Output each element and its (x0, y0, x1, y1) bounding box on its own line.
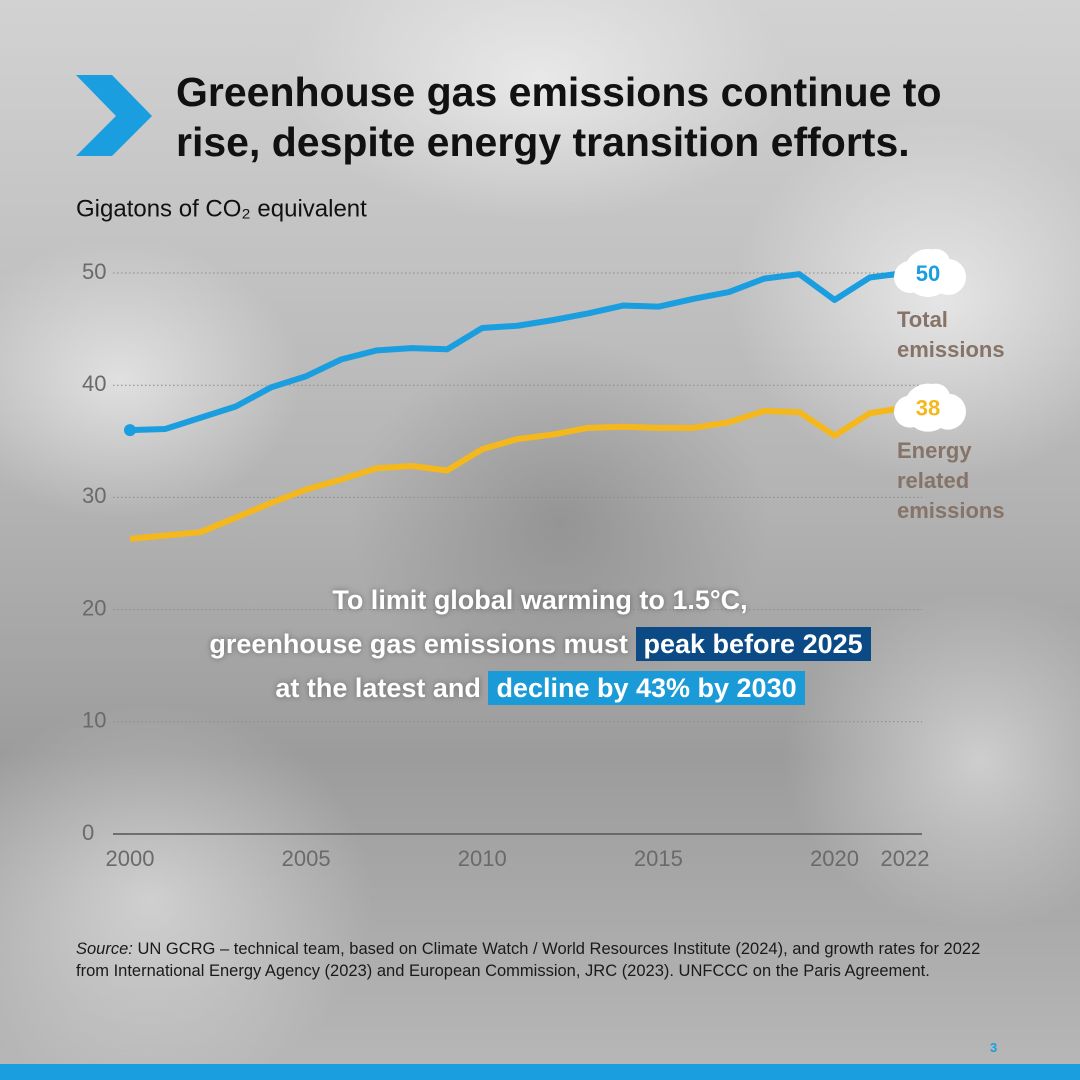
legend-label: Total emissions (897, 307, 1005, 362)
chevron (76, 75, 152, 156)
y-tick-label: 30 (82, 483, 106, 508)
annotation-text: greenhouse gas emissions must (209, 629, 628, 659)
y-tick-label: 20 (82, 595, 106, 620)
bubble-part (922, 383, 950, 412)
y-tick-label: 40 (82, 371, 106, 396)
chart-title-line-1: Greenhouse gas emissions continue to (176, 69, 942, 115)
start-dot (124, 424, 136, 437)
source-label: Source: (76, 940, 133, 958)
bubble-part (894, 261, 926, 293)
series-line (129, 404, 906, 542)
annotation: To limit global warming to 1.5°C, greenh… (140, 578, 940, 710)
annotation-line: greenhouse gas emissions must peak befor… (140, 622, 940, 666)
x-tick-label: 2022 (881, 846, 930, 871)
annotation-highlight: peak before 2025 (635, 627, 871, 661)
y-axis-label: Gigatons of CO₂ equivalent (76, 195, 367, 222)
footer-bar (0, 1064, 1080, 1080)
bubble-part (922, 249, 950, 277)
annotation-text: at the latest and (275, 673, 481, 703)
label-bubble (894, 249, 966, 297)
source-note: Source: UN GCRG – technical team, based … (76, 938, 1016, 982)
y-tick-label: 10 (82, 708, 106, 733)
data-label: 50 (916, 261, 940, 286)
y-tick-label: 50 (82, 259, 106, 284)
source-text: UN GCRG – technical team, based on Clima… (76, 940, 981, 980)
page-number: 3 (990, 1040, 998, 1055)
x-tick-label: 2015 (634, 846, 683, 871)
x-tick-label: 2010 (458, 846, 507, 871)
series-line (129, 270, 906, 434)
bubble-part (894, 395, 926, 428)
x-tick-label: 2020 (810, 846, 859, 871)
annotation-line: at the latest and decline by 43% by 2030 (140, 666, 940, 710)
label-bubble (894, 383, 966, 432)
chart-title-line-2: rise, despite energy transition efforts. (176, 119, 910, 165)
annotation-highlight: decline by 43% by 2030 (488, 671, 805, 705)
data-label: 38 (916, 395, 940, 420)
x-tick-label: 2005 (282, 846, 331, 871)
y-tick-label: 0 (82, 820, 94, 845)
legend-label: Energy related emissions (897, 438, 1005, 523)
x-tick-label: 2000 (106, 846, 155, 871)
annotation-line: To limit global warming to 1.5°C, (332, 585, 748, 615)
